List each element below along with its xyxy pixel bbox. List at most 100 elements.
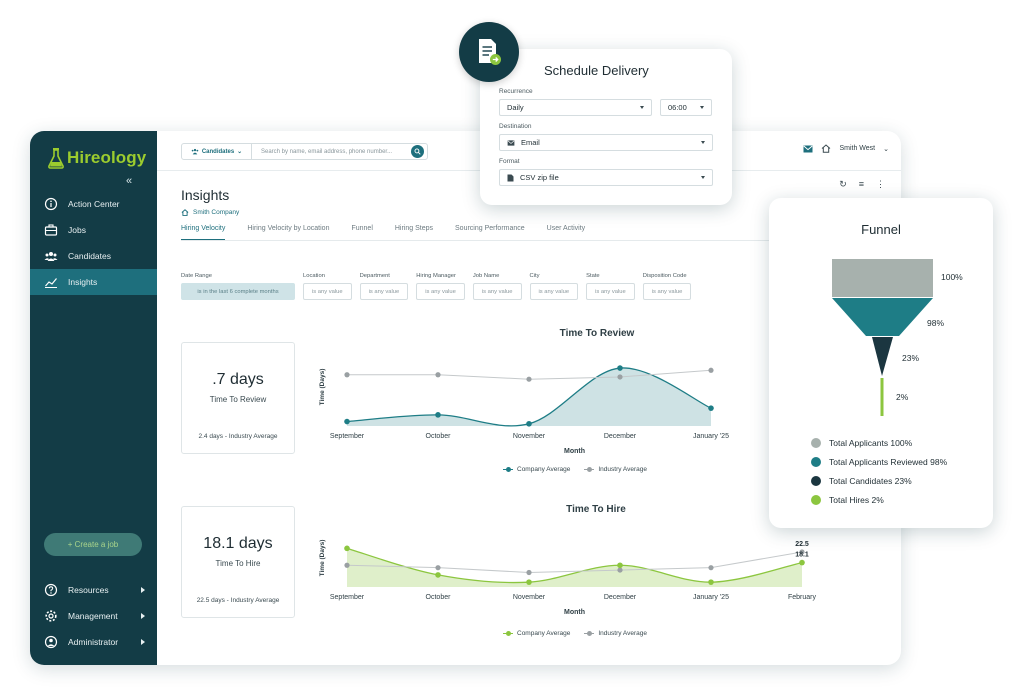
destination-select[interactable]: Email [499,134,713,151]
schedule-title: Schedule Delivery [544,63,649,78]
sidebar-item-management[interactable]: Management [30,603,157,629]
company-point[interactable] [526,579,532,585]
x-tick-label: February [788,594,817,601]
tab-funnel[interactable]: Funnel [351,225,373,232]
company-area [347,367,711,426]
kpi-value: .7 days [212,371,264,388]
company-point[interactable] [617,365,623,371]
chevron-down-icon [640,106,644,109]
tab-hiring-velocity[interactable]: Hiring Velocity [181,225,226,240]
sidebar-item-label: Insights [68,277,98,287]
x-tick-label: September [330,433,365,440]
company-point[interactable] [526,420,532,427]
sidebar-item-label: Action Center [68,199,120,209]
tab-sourcing-performance[interactable]: Sourcing Performance [455,225,525,232]
filter-location-value[interactable]: is any value [303,283,352,300]
company-point[interactable] [799,559,805,566]
industry-point[interactable] [526,376,532,382]
filter-state-value[interactable]: is any value [586,283,635,300]
sidebar-item-action-center[interactable]: Action Center [30,191,157,217]
tab-hiring-steps[interactable]: Hiring Steps [394,225,434,232]
filter-disposition-code-value[interactable]: is any value [642,283,692,300]
chevron-down-icon[interactable]: ⌄ [883,145,889,153]
collapse-sidebar-button[interactable]: « [126,175,133,187]
filter-label: Date Range [181,273,212,279]
sidebar-item-administrator[interactable]: Administrator [30,629,157,655]
brand-logo[interactable]: Hireology [48,147,146,169]
legend-marker [503,467,513,471]
filter-state: State is any value [586,273,635,300]
search-input[interactable]: Search by name, email address, phone num… [261,148,393,155]
industry-point[interactable] [799,549,805,555]
data-label: 22.5 [795,541,809,548]
format-select[interactable]: CSV zip file [499,169,713,186]
filter-icon[interactable]: ≡ [858,179,864,189]
more-icon[interactable]: ⋮ [876,179,885,189]
company-point[interactable] [435,572,441,578]
company-point[interactable] [344,418,350,425]
chart-title: Time To Review [559,328,635,339]
schedule-badge [459,22,519,82]
sidebar-item-label: Candidates [68,251,112,261]
location-switcher[interactable]: Smith West [839,145,876,152]
search-button[interactable] [411,145,424,158]
company-point[interactable] [435,412,441,418]
industry-point[interactable] [344,372,350,378]
filter-city-value[interactable]: is any value [529,283,579,300]
recurrence-value: Daily [507,103,524,112]
y-axis-label: Time (Days) [319,540,326,577]
tab-user-activity[interactable]: User Activity [546,225,586,232]
funnel-title: Funnel [861,222,901,237]
refresh-icon[interactable]: ↻ [839,179,847,189]
x-tick-label: December [604,594,637,601]
legend-marker [503,631,513,635]
company-point[interactable] [344,545,350,552]
filter-label: Department [359,273,390,279]
chevron-down-icon [701,141,705,144]
sidebar-item-insights[interactable]: Insights [30,269,157,295]
legend-item: Total Hires 2% [811,495,947,505]
filter-job-name-value[interactable]: is any value [472,283,522,300]
chevron-down-icon [701,176,705,179]
industry-point[interactable] [617,374,623,380]
filter-job-name: Job Name is any value [472,273,522,300]
filter-department-value[interactable]: is any value [359,283,409,300]
industry-point[interactable] [708,367,714,373]
tab-hiring-velocity-by-location[interactable]: Hiring Velocity by Location [247,225,330,232]
time-select[interactable]: 06:00 [660,99,712,116]
x-tick-label: December [604,433,637,440]
recurrence-select[interactable]: Daily [499,99,652,116]
create-job-button[interactable]: + Create a job [44,533,142,556]
main-actions: ↻ ≡ ⋮ [839,179,885,190]
search-scope-select[interactable]: Candidates ⌄ [182,144,252,159]
industry-point[interactable] [435,372,441,378]
sidebar-item-label: Management [68,611,118,621]
filter-date-range-value[interactable]: is in the last 6 complete months [181,283,295,300]
industry-point[interactable] [526,569,532,576]
filter-hiring-manager-value[interactable]: is any value [416,283,465,300]
company-selector[interactable]: Smith Company [181,209,239,216]
sidebar-item-resources[interactable]: Resources [30,577,157,603]
sidebar-item-jobs[interactable]: Jobs [30,217,157,243]
chart-title: Time To Hire [566,504,626,515]
sidebar-item-candidates[interactable]: Candidates [30,243,157,269]
legend-label: Company Average [517,630,571,637]
document-send-icon [479,39,501,65]
mail-icon[interactable] [803,145,813,153]
company-point[interactable] [708,405,714,411]
x-axis-label: Month [564,609,585,616]
company-point[interactable] [708,579,714,585]
industry-point[interactable] [617,567,623,573]
legend-label: Total Hires 2% [829,495,884,505]
filter-department: Department is any value [359,273,409,300]
industry-point[interactable] [435,565,441,571]
company-point[interactable] [617,562,623,569]
legend-label: Industry Average [598,630,648,637]
legend-industry: Industry Average [584,466,647,473]
industry-point[interactable] [708,565,714,571]
industry-point[interactable] [344,562,350,568]
funnel-stage-reviewed [832,298,933,336]
chevron-right-icon [141,613,145,619]
chart-legend: Company Average Industry Average [503,466,647,473]
legend-dot [811,438,821,448]
